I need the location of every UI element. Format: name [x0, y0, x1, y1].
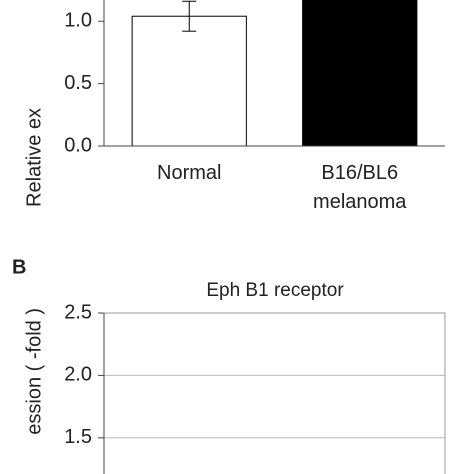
- y-axis-label: ession ( -fold ): [23, 308, 45, 435]
- bar: [302, 0, 418, 147]
- y-tick-label: 1.0: [64, 9, 92, 31]
- y-tick-label: 2.5: [64, 301, 92, 323]
- y-tick-label: 0.0: [64, 134, 92, 156]
- y-tick-label: 1.5: [64, 426, 92, 448]
- x-tick-label: B16/BL6 melanoma: [313, 162, 407, 213]
- bar: [131, 15, 247, 147]
- panel-label: B: [12, 256, 26, 278]
- x-tick-label: Normal: [157, 162, 222, 184]
- y-tick-label: 0.5: [64, 72, 92, 94]
- chart-title: Eph B1 receptor: [206, 280, 344, 301]
- y-axis-label: Relative ex: [23, 108, 45, 207]
- plot-frame: [103, 312, 446, 474]
- y-tick-label: 2.0: [64, 364, 92, 386]
